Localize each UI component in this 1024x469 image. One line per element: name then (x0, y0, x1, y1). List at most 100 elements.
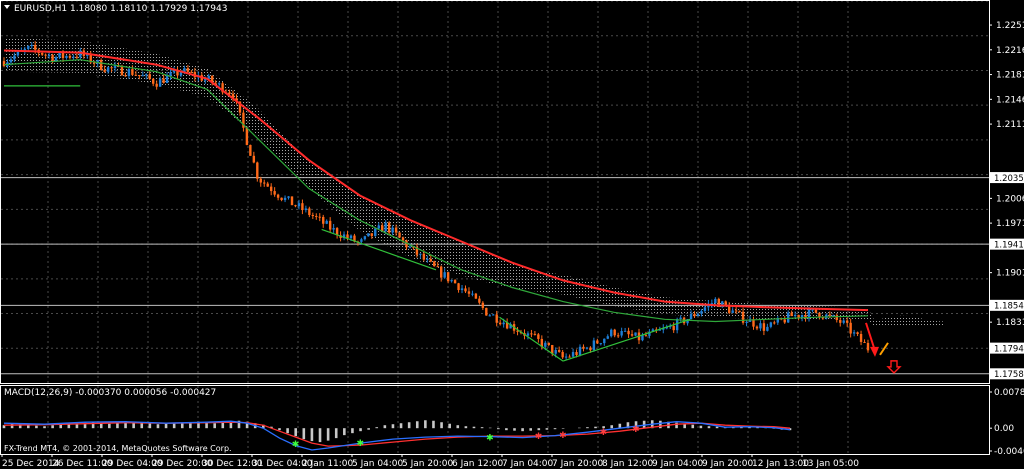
candle-body (728, 305, 731, 313)
candle-body (641, 335, 644, 341)
trend-line (321, 228, 437, 271)
candle-body (86, 53, 89, 56)
candle-body (263, 182, 266, 184)
candle-body (44, 54, 47, 56)
buy-star-icon: ✱ (357, 439, 365, 449)
level-price-box (990, 299, 1024, 311)
time-tick-label: 26 Dec 11:00 (52, 459, 113, 469)
candle-body (547, 342, 550, 346)
candle-body (391, 227, 394, 233)
candle-body (99, 60, 103, 70)
candle-body (276, 194, 280, 198)
candle-body (564, 356, 568, 358)
candle-body (183, 68, 186, 73)
candle-body (793, 314, 797, 317)
candle-body (342, 234, 346, 238)
candle-body (120, 65, 124, 76)
candle-body (623, 330, 627, 332)
candle-body (245, 127, 249, 145)
level-price-box (990, 172, 1024, 184)
candle-body (634, 332, 637, 336)
chart-symbol-label: EURUSD,H1 (14, 4, 67, 14)
candle-body (72, 56, 75, 58)
level-price-box (990, 238, 1024, 250)
arrow-head-icon (870, 346, 879, 357)
time-tick-label: 13 Jan 05:00 (802, 459, 859, 469)
candle-body (561, 351, 564, 358)
candle-body (800, 314, 804, 318)
candle-body (665, 327, 668, 329)
candle-body (162, 78, 165, 84)
candle-body (370, 233, 374, 236)
candle-body (152, 78, 155, 84)
macd-main-line (3, 420, 791, 451)
candle-body (672, 325, 675, 331)
candle-body (551, 345, 554, 354)
candle-body (724, 301, 727, 306)
macd-tick-label: -0.00463 (994, 447, 1024, 457)
candle-body (741, 311, 745, 323)
price-tick-label: 1.18310 (996, 318, 1024, 328)
candle-body (495, 314, 498, 323)
sell-star-icon: ✱ (632, 425, 640, 435)
candle-body (644, 335, 648, 337)
candle-body (401, 237, 405, 241)
candle-body (620, 331, 623, 336)
candle-body (530, 333, 533, 335)
candle-body (332, 228, 335, 230)
candle-body (866, 342, 870, 351)
candle-body (582, 346, 585, 349)
candle-body (710, 303, 714, 305)
down-arrow-signal-icon (886, 360, 902, 374)
candle-body (110, 67, 113, 69)
candle-body (446, 272, 450, 282)
candle-body (450, 280, 453, 282)
candle-body (596, 340, 599, 344)
candle-body (311, 215, 315, 217)
candle-body (335, 228, 339, 236)
candle-body (252, 155, 256, 163)
candle-body (863, 341, 866, 343)
candle-body (436, 266, 439, 268)
macd-tick-label: 0.00 (994, 424, 1014, 434)
level-price-label: 1.18548 (994, 302, 1024, 312)
candle-body (509, 324, 512, 329)
buy-star-icon: ✱ (486, 434, 494, 444)
current-price-label: 1.17943 (994, 344, 1024, 354)
candle-body (124, 75, 127, 77)
price-tick-label: 1.21110 (996, 120, 1024, 130)
candle-body (807, 309, 811, 319)
current-price-box (990, 342, 1024, 354)
candle-body (790, 312, 793, 317)
candle-body (471, 293, 474, 295)
candle-body (443, 272, 446, 278)
candle-body (606, 336, 609, 339)
candle-body (238, 101, 242, 113)
macd-indicator: ✱ ✱ ✱ ✱ ✱ ✱ ✱ (2, 420, 792, 451)
candle-body (269, 186, 273, 192)
time-tick-label: 12 Jan 13:00 (752, 459, 809, 469)
candle-body (75, 56, 79, 58)
price-axis: 1.22510 1.22160 1.21810 1.21460 1.21110 1.200… (989, 21, 1024, 380)
candle-body (675, 318, 679, 331)
candle-body (381, 225, 384, 232)
candle-body (505, 322, 509, 329)
candle-body (190, 71, 193, 73)
macd-label: MACD(12,26,9) -0.000370 0.000056 -0.0004… (4, 388, 216, 398)
candle-body (752, 319, 755, 327)
candle-body (47, 54, 51, 56)
candle-body (821, 317, 825, 319)
candle-body (419, 253, 422, 255)
candle-body (138, 74, 141, 76)
candle-body (363, 236, 367, 240)
candle-body (745, 321, 748, 323)
time-tick-label: 9 Jan 04:00 (652, 459, 704, 469)
chevron-down-icon[interactable] (4, 5, 10, 9)
candle-body (346, 234, 349, 239)
candle-body (492, 314, 495, 316)
candle-body (387, 222, 391, 233)
candle-body (103, 69, 106, 72)
candle-body (13, 55, 16, 60)
